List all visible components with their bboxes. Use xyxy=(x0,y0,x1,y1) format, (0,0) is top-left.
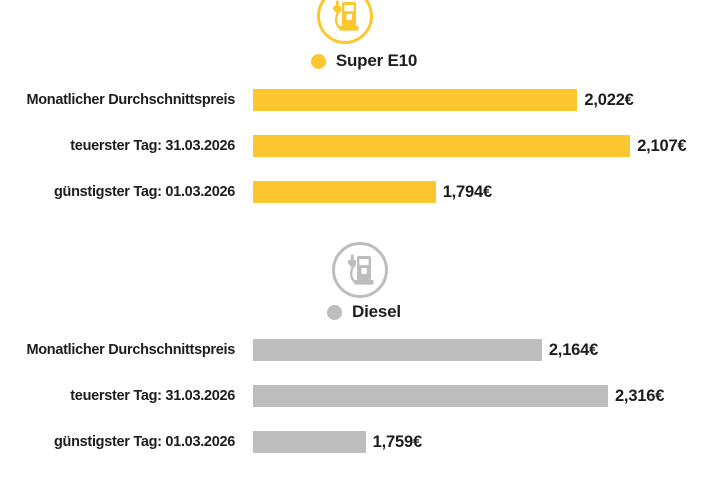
bar-track: 1,794€ xyxy=(253,181,688,203)
diesel-bars: Monatlicher Durchschnittspreis 2,164€ te… xyxy=(0,339,728,477)
bar-value: 2,022€ xyxy=(584,90,634,109)
bar-row: günstigster Tag: 01.03.2026 1,759€ xyxy=(0,431,728,453)
bar-row: teuerster Tag: 31.03.2026 2,107€ xyxy=(0,135,728,157)
fuel-pump-icon xyxy=(347,254,374,285)
bar-track: 1,759€ xyxy=(253,431,688,453)
legend-label-super-e10: Super E10 xyxy=(335,51,418,70)
bar-fill xyxy=(253,135,631,157)
bar-row-label: Monatlicher Durchschnittspreis xyxy=(26,342,235,358)
bar-row: teuerster Tag: 31.03.2026 2,316€ xyxy=(0,385,728,407)
bar-row: günstigster Tag: 01.03.2026 1,794€ xyxy=(0,181,728,203)
legend-diesel: Diesel xyxy=(0,302,728,322)
bar-row-label: günstigster Tag: 01.03.2026 xyxy=(53,434,235,450)
bar-track: 2,316€ xyxy=(253,385,688,407)
bar-track: 2,022€ xyxy=(253,89,688,111)
bar-value: 1,759€ xyxy=(372,432,422,451)
bar-fill xyxy=(253,431,366,453)
fuel-pump-icon xyxy=(332,0,359,31)
bar-track: 2,164€ xyxy=(253,339,688,361)
bar-value: 2,316€ xyxy=(614,386,665,405)
legend-dot-super-e10 xyxy=(310,53,326,69)
legend-label-diesel: Diesel xyxy=(352,302,401,321)
bar-row-label: teuerster Tag: 31.03.2026 xyxy=(70,138,235,154)
bar-row-label: teuerster Tag: 31.03.2026 xyxy=(70,388,235,404)
bar-row: Monatlicher Durchschnittspreis 2,164€ xyxy=(0,339,728,361)
bar-row-label: Monatlicher Durchschnittspreis xyxy=(26,92,235,108)
legend-dot-diesel xyxy=(327,304,343,320)
legend-super-e10: Super E10 xyxy=(0,51,728,71)
bar-value: 2,164€ xyxy=(548,340,599,359)
bar-fill xyxy=(253,385,608,407)
super-e10-bars: Monatlicher Durchschnittspreis 2,022€ te… xyxy=(0,89,728,227)
bar-fill xyxy=(253,339,542,361)
bar-fill xyxy=(253,181,436,203)
bar-row-label: günstigster Tag: 01.03.2026 xyxy=(53,184,235,200)
bar-fill xyxy=(253,89,578,111)
super-e10-pump-badge xyxy=(317,0,373,44)
diesel-pump-badge xyxy=(332,242,388,298)
bar-track: 2,107€ xyxy=(253,135,688,157)
bar-value: 2,107€ xyxy=(637,136,687,155)
bar-row: Monatlicher Durchschnittspreis 2,022€ xyxy=(0,89,728,111)
bar-value: 1,794€ xyxy=(442,182,492,201)
